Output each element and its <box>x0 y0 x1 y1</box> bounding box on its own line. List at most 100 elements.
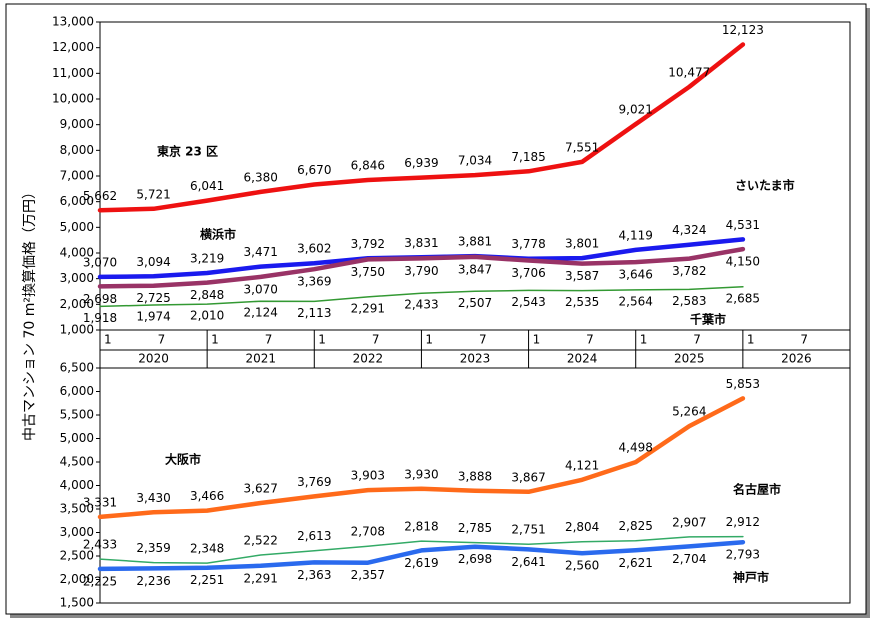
value-label: 3,471 <box>244 245 278 259</box>
value-label: 2,698 <box>83 292 117 306</box>
value-label: 3,466 <box>190 489 224 503</box>
month-label: 7 <box>158 333 166 347</box>
value-label: 2,583 <box>672 294 706 308</box>
value-label: 5,264 <box>672 405 706 419</box>
series-line <box>97 42 746 213</box>
value-label: 3,602 <box>297 242 331 256</box>
value-label: 6,670 <box>297 163 331 177</box>
value-label: 4,119 <box>619 228 653 242</box>
value-label: 2,804 <box>565 520 599 534</box>
month-label: 1 <box>318 333 326 347</box>
y-tick-label: 8,000 <box>60 143 94 157</box>
series-name: 大阪市 <box>165 452 201 467</box>
y-tick-label: 1,000 <box>60 323 94 337</box>
month-label: 1 <box>425 333 433 347</box>
month-label: 7 <box>479 333 487 347</box>
month-label: 7 <box>693 333 701 347</box>
value-label: 3,847 <box>458 262 492 276</box>
value-label: 2,912 <box>726 515 760 529</box>
month-label: 1 <box>640 333 648 347</box>
value-label: 7,551 <box>565 140 599 154</box>
year-label: 2020 <box>138 352 169 366</box>
value-label: 5,662 <box>83 189 117 203</box>
y-tick-label: 10,000 <box>52 92 94 106</box>
value-label: 2,507 <box>458 296 492 310</box>
value-label: 10,477 <box>668 65 710 79</box>
month-label: 7 <box>265 333 273 347</box>
series-line <box>97 539 746 572</box>
month-label: 7 <box>372 333 380 347</box>
y-tick-label: 5,500 <box>60 408 94 422</box>
value-label: 9,021 <box>619 103 653 117</box>
value-label: 6,380 <box>244 170 278 184</box>
value-label: 6,041 <box>190 179 224 193</box>
value-label: 2,907 <box>672 515 706 529</box>
series-line <box>97 246 746 289</box>
value-label: 3,888 <box>458 469 492 483</box>
year-label: 2025 <box>674 352 705 366</box>
value-label: 2,113 <box>297 306 331 320</box>
value-label: 2,708 <box>351 525 385 539</box>
value-label: 3,750 <box>351 265 385 279</box>
value-label: 3,801 <box>565 237 599 251</box>
series-name: さいたま市 <box>735 178 795 193</box>
y-tick-label: 9,000 <box>60 117 94 131</box>
value-label: 2,621 <box>619 556 653 570</box>
value-label: 2,825 <box>619 519 653 533</box>
year-label: 2024 <box>567 352 598 366</box>
month-label: 1 <box>533 333 541 347</box>
y-tick-label: 2,500 <box>60 549 94 563</box>
value-label: 1,918 <box>83 311 117 325</box>
y-tick-label: 5,000 <box>60 431 94 445</box>
year-label: 2021 <box>245 352 276 366</box>
value-label: 2,793 <box>726 548 760 562</box>
y-tick-label: 3,000 <box>60 271 94 285</box>
value-label: 3,430 <box>136 491 170 505</box>
value-label: 6,939 <box>404 156 438 170</box>
value-label: 2,348 <box>190 542 224 556</box>
value-label: 3,867 <box>511 470 545 484</box>
y-tick-label: 3,000 <box>60 525 94 539</box>
series-name: 名古屋市 <box>733 482 781 497</box>
y-tick-label: 11,000 <box>52 66 94 80</box>
y-tick-label: 4,000 <box>60 246 94 260</box>
value-label: 3,831 <box>404 236 438 250</box>
value-label: 2,236 <box>136 574 170 588</box>
value-label: 2,363 <box>297 568 331 582</box>
value-label: 3,930 <box>404 467 438 481</box>
y-tick-label: 5,000 <box>60 220 94 234</box>
value-label: 3,790 <box>404 264 438 278</box>
value-label: 2,704 <box>672 552 706 566</box>
y-tick-label: 13,000 <box>52 15 94 29</box>
y-tick-label: 6,500 <box>60 361 94 375</box>
y-tick-label: 2,000 <box>60 297 94 311</box>
y-tick-label: 4,000 <box>60 478 94 492</box>
value-label: 2,613 <box>297 529 331 543</box>
value-label: 3,903 <box>351 469 385 483</box>
value-label: 3,881 <box>458 235 492 249</box>
series-name: 横浜市 <box>200 227 236 242</box>
value-label: 3,369 <box>297 275 331 289</box>
value-label: 3,627 <box>244 482 278 496</box>
value-label: 5,853 <box>726 377 760 391</box>
value-label: 2,225 <box>83 574 117 588</box>
month-label: 1 <box>747 333 755 347</box>
value-label: 2,357 <box>351 568 385 582</box>
value-label: 7,185 <box>511 150 545 164</box>
value-label: 7,034 <box>458 154 492 168</box>
value-label: 2,291 <box>351 301 385 315</box>
value-label: 3,792 <box>351 237 385 251</box>
y-tick-label: 6,000 <box>60 194 94 208</box>
year-label: 2023 <box>460 352 491 366</box>
series-name: 千葉市 <box>690 312 726 327</box>
value-label: 1,974 <box>136 310 170 324</box>
value-label: 2,433 <box>404 298 438 312</box>
value-label: 4,121 <box>565 458 599 472</box>
value-label: 3,769 <box>297 475 331 489</box>
value-label: 3,646 <box>619 268 653 282</box>
y-tick-label: 3,500 <box>60 502 94 516</box>
y-tick-label: 6,000 <box>60 384 94 398</box>
month-label: 7 <box>800 333 808 347</box>
value-label: 2,698 <box>458 552 492 566</box>
